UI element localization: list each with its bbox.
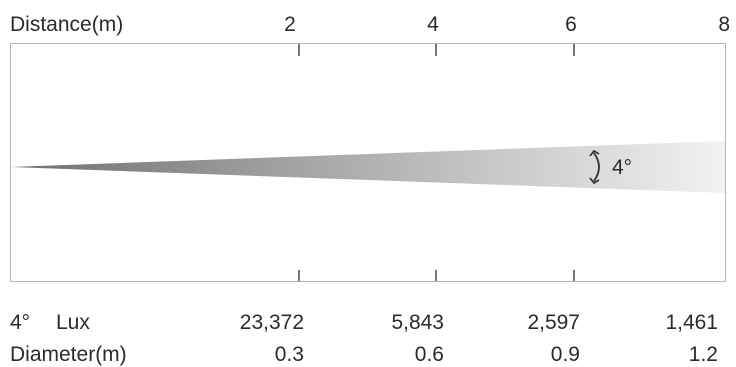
angle-arrow-top-head bbox=[589, 149, 600, 157]
diagram-frame bbox=[10, 43, 726, 282]
lux-row-angle: 4° bbox=[10, 311, 31, 334]
diameter-value-6m: 0.9 bbox=[550, 343, 580, 366]
lux-value-6m: 2,597 bbox=[527, 311, 580, 334]
distance-tick-4: 4 bbox=[427, 13, 439, 36]
diameter-value-8m: 1.2 bbox=[688, 343, 718, 366]
lux-value-4m: 5,843 bbox=[391, 311, 444, 334]
beam-angle-label: 4° bbox=[612, 156, 633, 179]
lux-value-2m: 23,372 bbox=[239, 311, 304, 334]
distance-tick-6: 6 bbox=[565, 13, 577, 36]
distance-tick-2: 2 bbox=[284, 13, 296, 36]
lux-value-8m: 1,461 bbox=[665, 311, 718, 334]
diameter-value-4m: 0.6 bbox=[414, 343, 444, 366]
angle-arrow-icon bbox=[593, 152, 600, 182]
distance-tick-8: 8 bbox=[718, 13, 730, 36]
diameter-value-2m: 0.3 bbox=[274, 343, 304, 366]
lux-row-label: Lux bbox=[56, 311, 90, 334]
diameter-row-label: Diameter(m) bbox=[10, 343, 127, 366]
beam-cone bbox=[11, 141, 725, 193]
angle-arrow-bottom-head bbox=[589, 177, 600, 185]
distance-label: Distance(m) bbox=[10, 13, 124, 36]
